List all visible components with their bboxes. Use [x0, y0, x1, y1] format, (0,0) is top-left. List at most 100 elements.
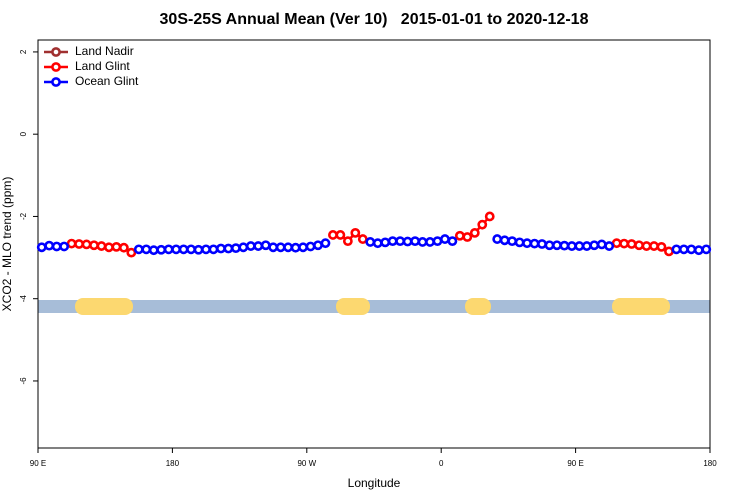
data-point: [417, 237, 428, 247]
y-tick-label: 0: [19, 131, 28, 136]
data-point: [335, 230, 346, 240]
land-segment: [75, 298, 133, 315]
data-point: [223, 243, 234, 254]
data-point: [372, 238, 383, 249]
data-point: [552, 240, 562, 251]
x-tick-label: 180: [166, 459, 180, 468]
data-point: [507, 236, 518, 247]
data-point: [111, 241, 122, 252]
data-point: [44, 240, 55, 251]
data-point: [693, 245, 704, 256]
data-point: [678, 244, 689, 255]
data-point: [118, 242, 129, 253]
data-point: [238, 242, 249, 253]
x-tick-label: 180: [703, 459, 717, 468]
data-point: [596, 239, 607, 250]
land-segment: [465, 298, 491, 315]
legend-marker: [51, 77, 61, 87]
data-point: [313, 240, 323, 251]
y-tick-label: -2: [19, 212, 28, 220]
data-point: [469, 227, 480, 238]
data-point: [529, 238, 540, 249]
data-point: [619, 238, 630, 249]
data-point: [36, 242, 47, 253]
legend-marker: [51, 47, 61, 57]
data-point: [342, 236, 353, 247]
data-point: [163, 244, 174, 255]
land-segment: [612, 298, 670, 315]
data-point: [193, 244, 204, 255]
data-point: [499, 235, 510, 246]
data-point: [275, 242, 286, 253]
data-point: [477, 219, 488, 230]
data-point: [290, 242, 301, 253]
legend-label: Land Glint: [75, 59, 130, 73]
data-point: [133, 244, 144, 255]
y-tick-label: -6: [19, 377, 28, 385]
data-point: [581, 241, 592, 251]
data-point: [664, 246, 674, 257]
land-ocean-strip: [38, 298, 710, 315]
data-point: [156, 244, 167, 255]
data-point: [671, 244, 682, 255]
data-point: [357, 234, 368, 244]
ocean-strip: [38, 300, 710, 313]
data-point: [141, 244, 152, 255]
data-point: [320, 238, 331, 249]
data-point: [74, 239, 84, 249]
data-point: [298, 242, 308, 253]
data-point: [410, 236, 420, 247]
x-axis-label: Longitude: [348, 476, 401, 490]
legend-label: Land Nadir: [75, 44, 134, 58]
chart-title: 30S-25S Annual Mean (Ver 10) 2015-01-01 …: [160, 11, 589, 28]
y-tick-label: -4: [19, 295, 28, 303]
data-point: [380, 237, 391, 248]
data-point: [51, 241, 62, 252]
data-point: [260, 240, 271, 251]
data-point: [350, 227, 361, 238]
y-axis-label: XCO2 - MLO trend (ppm): [0, 177, 14, 312]
data-point: [701, 244, 712, 255]
data-point: [66, 238, 77, 249]
data-point: [641, 241, 652, 251]
data-point: [649, 241, 659, 251]
data-point: [462, 232, 473, 242]
data-point: [186, 244, 196, 255]
data-point: [96, 241, 107, 251]
data-point: [492, 234, 503, 244]
data-point: [283, 242, 294, 253]
data-point: [611, 238, 622, 249]
data-point: [104, 242, 114, 253]
series: [66, 211, 674, 258]
data-point: [59, 241, 70, 252]
data-point: [634, 240, 644, 251]
data-point: [171, 244, 182, 255]
data-point: [559, 240, 570, 251]
data-point: [201, 244, 211, 255]
data-point: [126, 247, 137, 258]
data-point: [387, 236, 398, 247]
data-point: [89, 240, 99, 251]
legend-marker: [51, 62, 61, 72]
data-point: [245, 241, 256, 251]
legend-item: Land Glint: [44, 59, 130, 73]
legend-item: Land Nadir: [44, 44, 134, 58]
data-point: [425, 237, 435, 247]
data-point: [686, 244, 697, 255]
data-point: [148, 245, 159, 256]
data-point: [514, 237, 525, 248]
data-point: [566, 241, 577, 251]
data-point: [395, 236, 406, 247]
data-point: [216, 243, 226, 254]
series: [36, 234, 712, 256]
data-point: [522, 238, 532, 249]
data-point: [230, 243, 241, 254]
data-point: [253, 241, 264, 251]
x-tick-label: 0: [439, 459, 444, 468]
data-point: [328, 230, 338, 240]
data-point: [537, 239, 547, 249]
legend-item: Ocean Glint: [44, 74, 139, 88]
plot-frame: [37, 39, 711, 449]
data-point: [574, 241, 585, 251]
